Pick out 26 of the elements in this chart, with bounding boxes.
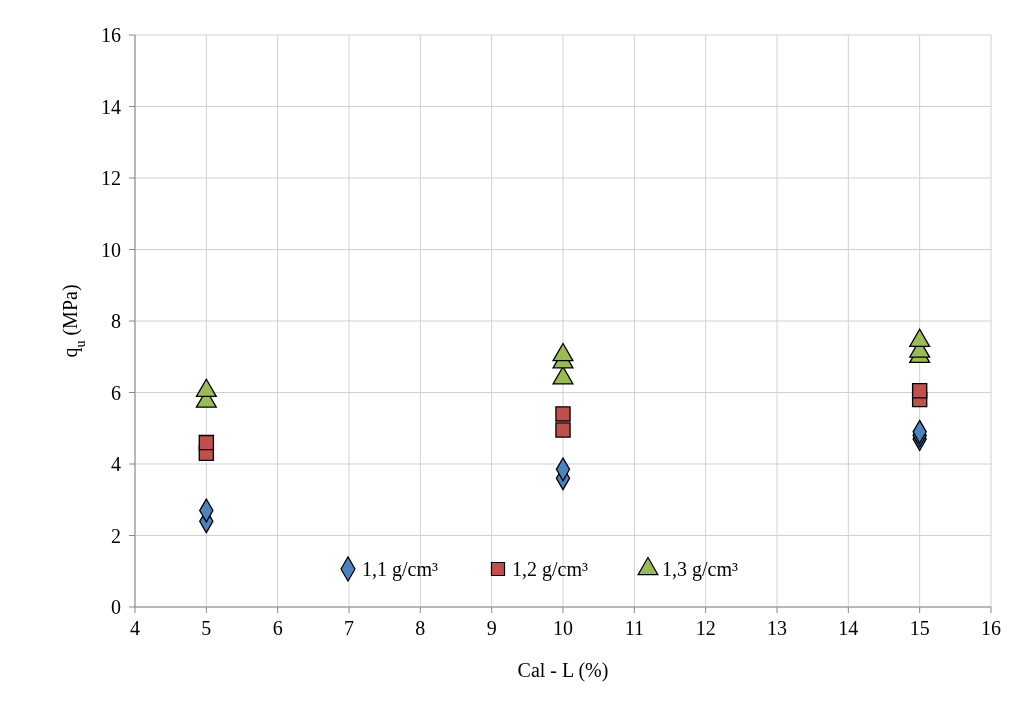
x-tick-label: 5 <box>201 617 212 639</box>
x-tick-label: 8 <box>415 617 426 639</box>
x-tick-label: 4 <box>130 617 140 639</box>
legend-label: 1,1 g/cm³ <box>362 558 438 581</box>
y-tick-label: 2 <box>111 524 121 547</box>
y-tick-label: 14 <box>101 95 121 118</box>
y-tick-label: 8 <box>111 310 121 332</box>
x-tick-label: 15 <box>909 617 930 639</box>
legend-label: 1,2 g/cm³ <box>512 558 588 581</box>
x-axis-title: Cal - L (%) <box>517 659 609 682</box>
y-tick-label: 16 <box>101 24 121 46</box>
x-tick-label: 7 <box>344 617 354 639</box>
x-tick-label: 11 <box>624 617 644 639</box>
x-tick-label: 16 <box>981 617 1001 639</box>
x-tick-label: 6 <box>272 617 283 639</box>
y-tick-label: 10 <box>101 238 121 261</box>
y-tick-label: 0 <box>111 596 121 618</box>
x-tick-label: 13 <box>767 617 787 639</box>
y-tick-label: 4 <box>111 453 121 475</box>
x-tick-label: 10 <box>553 617 573 639</box>
x-tick-label: 9 <box>486 617 497 639</box>
x-tick-label: 14 <box>838 617 859 639</box>
legend-label: 1,3 g/cm³ <box>662 558 738 581</box>
x-tick-label: 12 <box>695 617 716 639</box>
y-tick-label: 12 <box>101 167 121 189</box>
y-tick-label: 6 <box>111 381 121 404</box>
